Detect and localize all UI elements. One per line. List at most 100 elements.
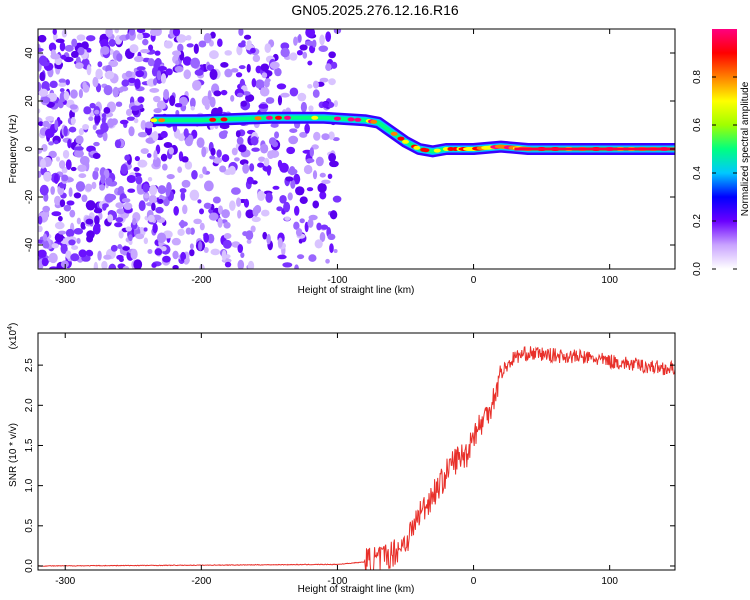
x-tick-label: 0 (471, 275, 477, 286)
x-tick-label: 100 (601, 576, 618, 587)
noise-blob (322, 101, 329, 109)
noise-blob (222, 239, 232, 249)
noise-blob (121, 79, 130, 87)
noise-blob (92, 223, 101, 235)
noise-blob (251, 147, 260, 152)
noise-blob (181, 179, 191, 188)
noise-blob (38, 225, 43, 233)
noise-blob (173, 205, 179, 216)
noise-blob (85, 249, 94, 257)
noise-blob (223, 232, 232, 239)
noise-blob (122, 265, 130, 269)
noise-blob (156, 100, 166, 110)
noise-blob (250, 225, 256, 233)
snr-frame (37, 332, 676, 571)
noise-blob (283, 201, 291, 213)
noise-blob (299, 131, 308, 138)
noise-blob (179, 188, 187, 194)
noise-blob (152, 130, 159, 142)
noise-blob (147, 58, 155, 67)
x-tick-label: -300 (55, 275, 75, 286)
colorbar: 0.0 0.2 0.4 0.6 0.8 Normalized spectral ampl… (692, 29, 750, 276)
noise-blob (257, 162, 265, 168)
figure-title: GN05.2025.276.12.16.R16 (291, 2, 459, 18)
noise-blob (277, 159, 283, 169)
noise-blob (49, 266, 59, 269)
noise-blob (128, 234, 133, 242)
signal-hotspot (265, 115, 273, 120)
signal-hotspot (220, 117, 228, 122)
noise-blob (243, 34, 252, 40)
noise-blob (151, 262, 157, 268)
noise-blob (136, 33, 144, 41)
noise-blob (175, 60, 180, 66)
noise-blob (103, 254, 112, 260)
noise-blob (157, 66, 167, 72)
noise-blob (210, 248, 221, 256)
noise-blob (73, 149, 84, 158)
noise-blob (182, 56, 192, 66)
noise-blob (104, 193, 114, 203)
noise-blob (135, 176, 143, 185)
noise-blob (88, 116, 94, 122)
noise-blob (207, 233, 215, 244)
noise-blob (305, 158, 315, 163)
noise-blob (77, 164, 87, 172)
noise-blob (180, 191, 186, 202)
noise-blob (237, 244, 244, 254)
noise-blob (143, 227, 148, 232)
noise-blob (97, 250, 102, 261)
x-tick-label: -300 (55, 576, 75, 587)
noise-blob (66, 200, 75, 206)
noise-blob (86, 145, 96, 153)
noise-blob (289, 52, 298, 61)
noise-blob (245, 209, 255, 219)
noise-blob (81, 194, 88, 203)
noise-blob (59, 41, 66, 52)
noise-blob (76, 217, 81, 225)
noise-blob (237, 259, 245, 269)
noise-blob (177, 43, 184, 53)
noise-blob (63, 56, 74, 63)
noise-blob (86, 64, 92, 76)
noise-blob (299, 196, 308, 205)
noise-blob (307, 218, 314, 228)
noise-blob (243, 198, 250, 208)
noise-blob (85, 200, 96, 211)
noise-blob (45, 116, 55, 122)
noise-blob (327, 233, 336, 241)
noise-blob (218, 130, 228, 140)
noise-blob (107, 214, 114, 223)
noise-blob (48, 42, 57, 52)
noise-blob (40, 96, 51, 104)
noise-blob (137, 188, 145, 195)
noise-blob (274, 67, 282, 77)
noise-blob (330, 61, 338, 69)
noise-blob (202, 166, 207, 175)
noise-blob (319, 34, 325, 46)
noise-blob (246, 239, 252, 244)
noise-blob (265, 97, 275, 104)
noise-blob (296, 254, 305, 260)
noise-blob (154, 50, 161, 56)
noise-blob (114, 222, 123, 228)
noise-blob (48, 150, 57, 159)
noise-blob (41, 143, 48, 152)
noise-blob (101, 260, 108, 269)
noise-blob (209, 96, 216, 108)
noise-blob (97, 61, 103, 68)
y-tick-label: 0.0 (24, 559, 35, 573)
noise-blob (306, 187, 314, 192)
noise-blob (133, 166, 140, 172)
signal-hotspot (254, 116, 262, 121)
noise-blob (237, 42, 246, 48)
signal-hotspot (209, 117, 217, 122)
noise-blob (193, 218, 202, 225)
noise-blob (130, 248, 138, 260)
noise-blob (307, 60, 313, 66)
noise-blob (261, 72, 268, 79)
noise-blob (230, 187, 241, 195)
noise-blob (203, 32, 212, 44)
noise-blob (142, 38, 149, 46)
noise-blob (294, 205, 300, 216)
